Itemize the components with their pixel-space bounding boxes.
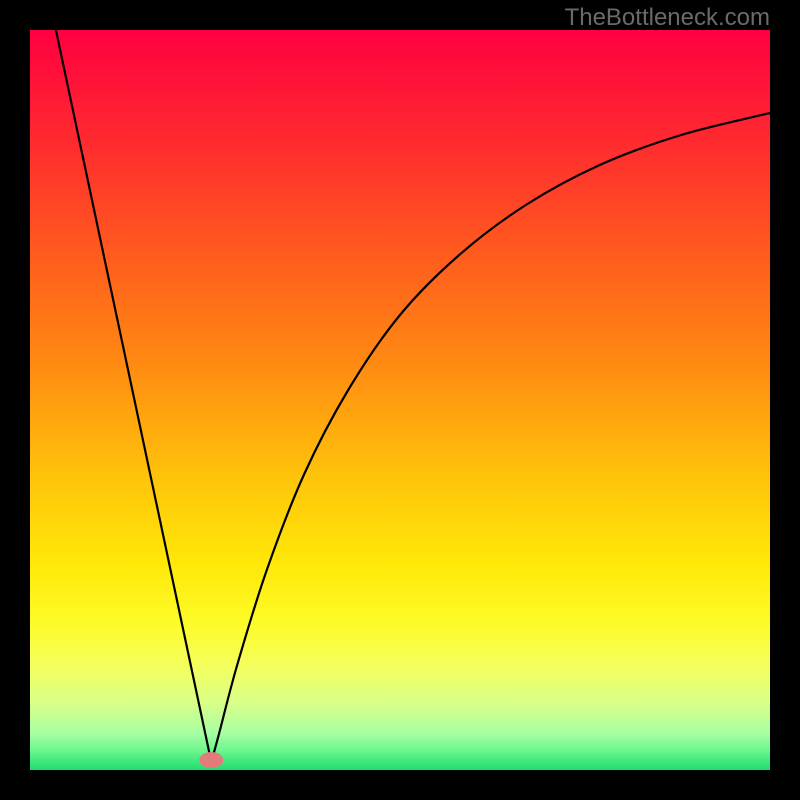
vertex-marker: [199, 752, 223, 768]
plot-area: [30, 30, 770, 770]
watermark-label: TheBottleneck.com: [565, 4, 770, 32]
chart-svg: [0, 0, 800, 800]
bottleneck-curve: [56, 30, 770, 762]
